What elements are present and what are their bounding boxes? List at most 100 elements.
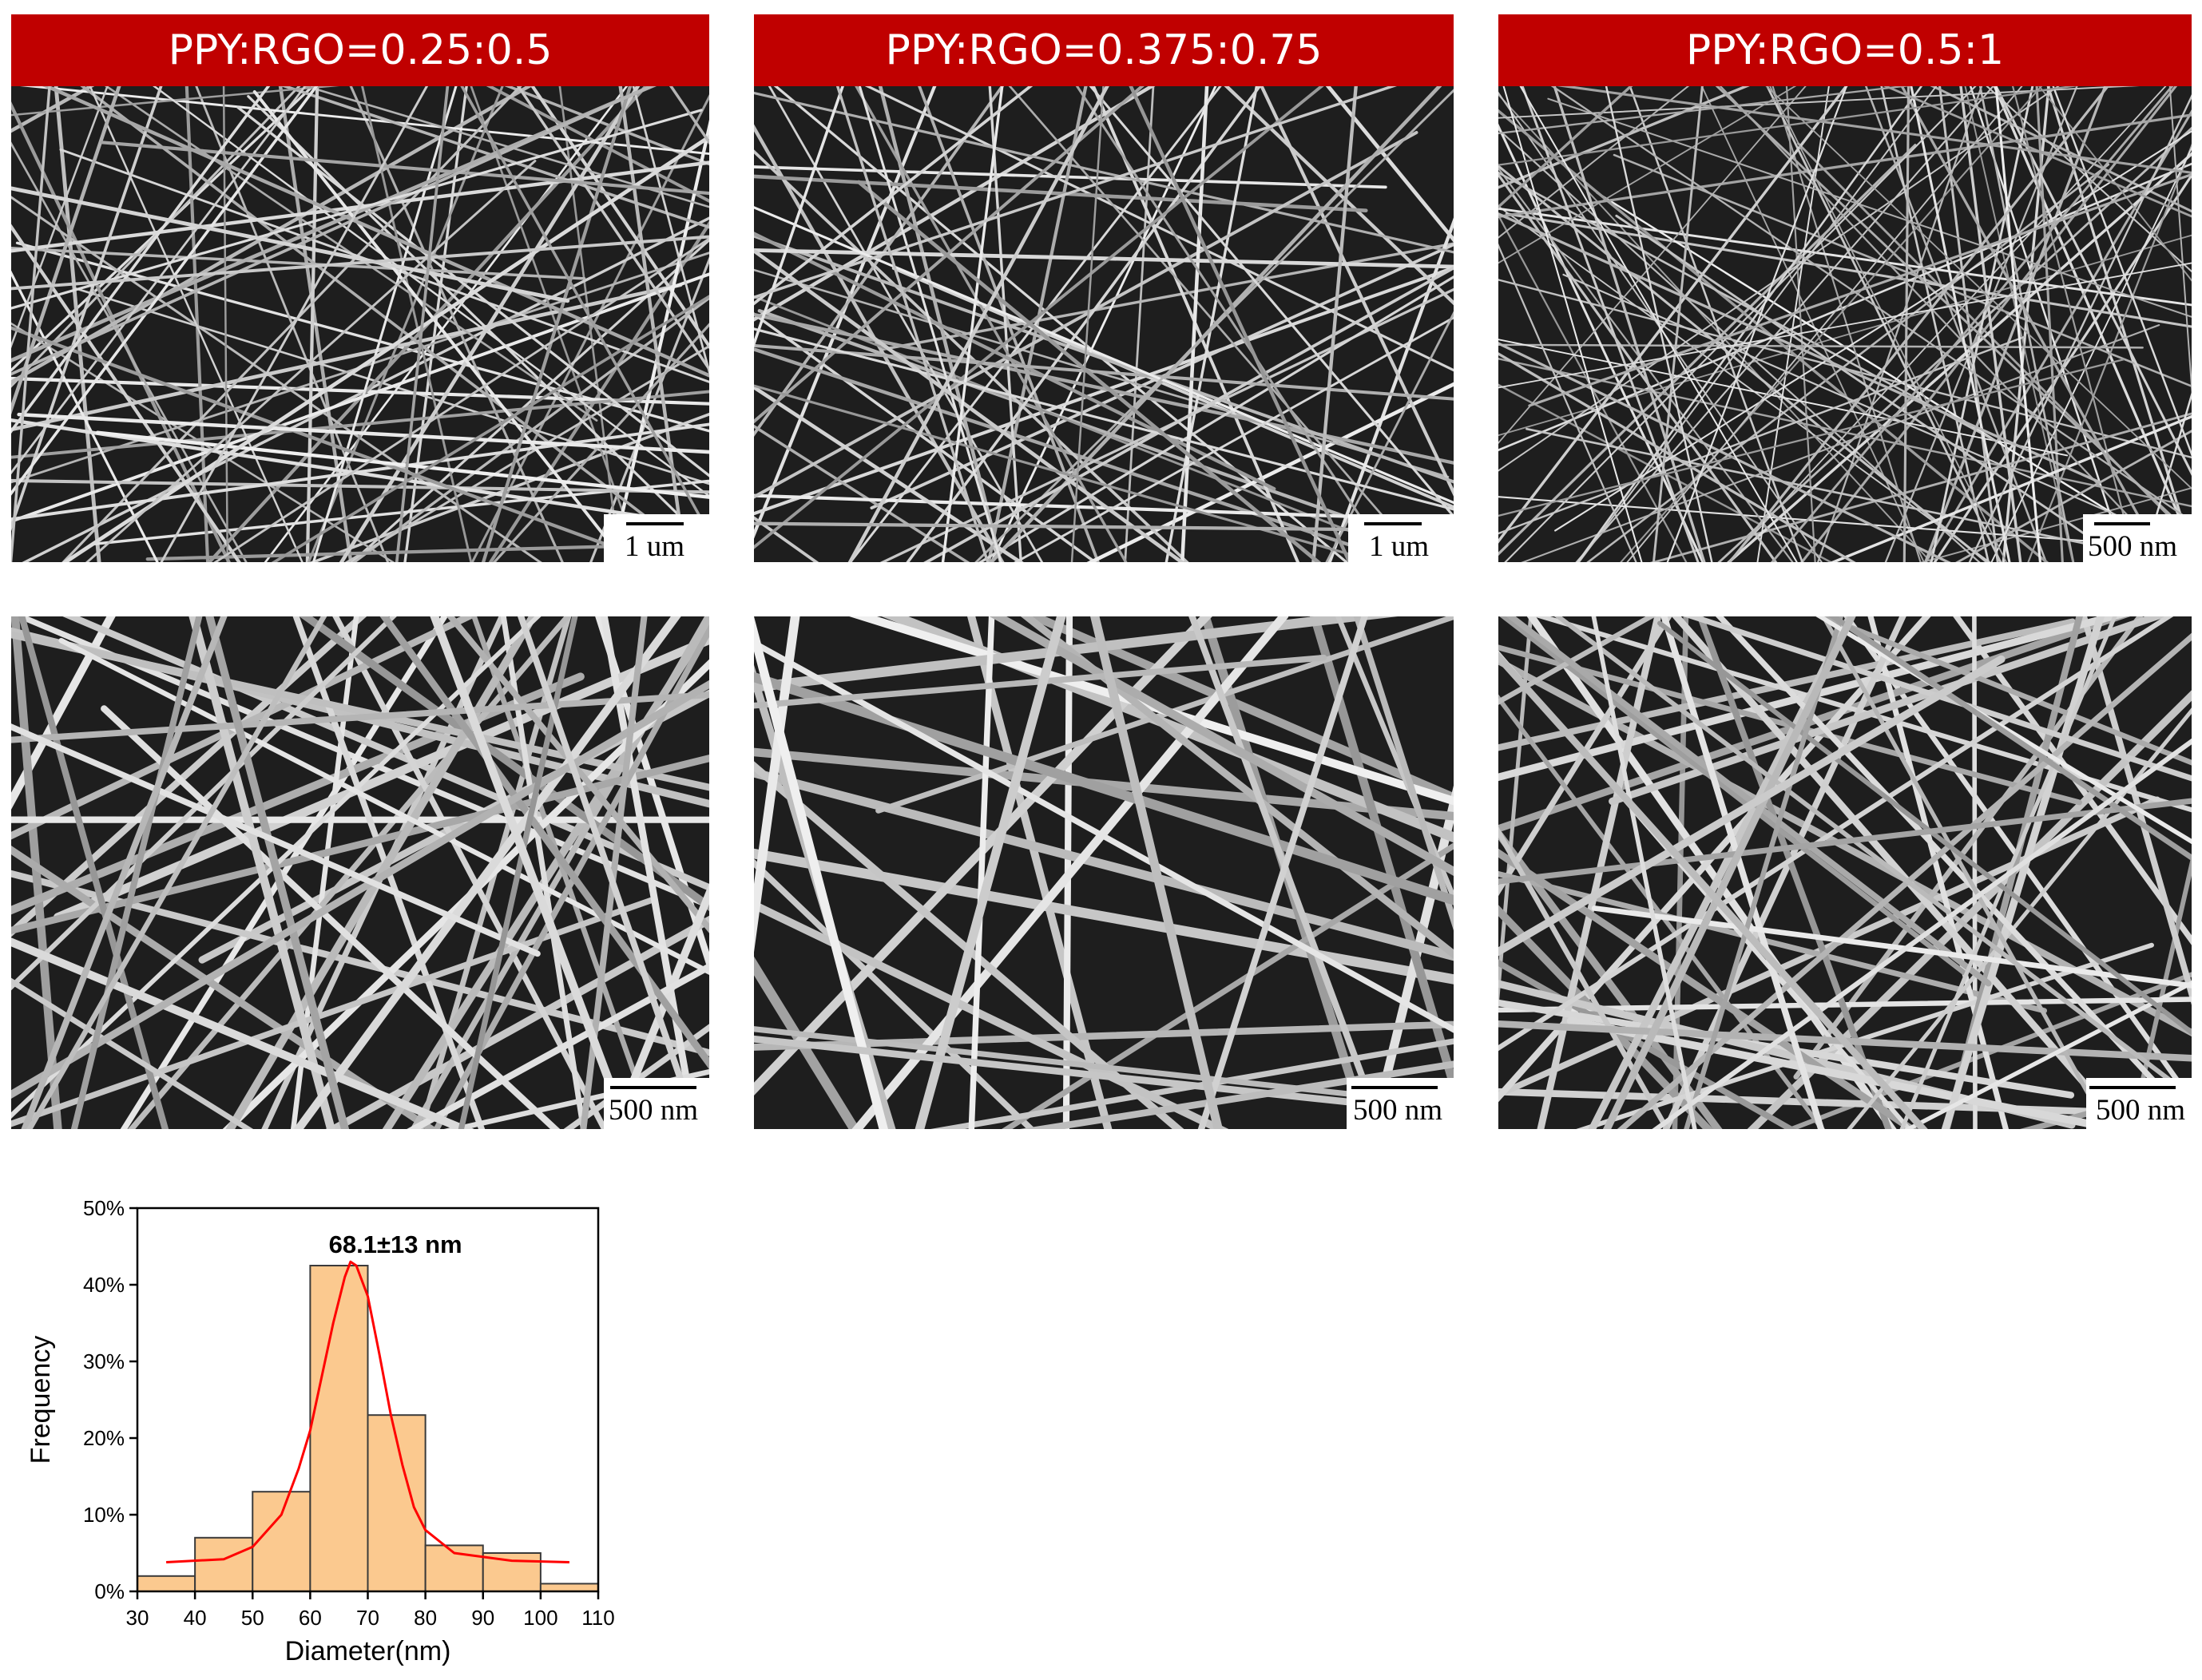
fiber (1588, 616, 1855, 1129)
fiber (1820, 616, 2111, 1129)
fiber (1498, 655, 2006, 957)
fiber (754, 761, 1184, 1129)
fiber (11, 870, 709, 1056)
fiber (754, 86, 844, 348)
fiber (1498, 905, 1714, 1129)
fiber (325, 915, 709, 1129)
fiber (1562, 273, 2192, 549)
fiber (11, 86, 109, 349)
fiber (600, 616, 700, 1129)
fiber (1553, 86, 1706, 562)
fiber (988, 86, 1022, 562)
fiber (754, 385, 1024, 562)
fiber (1325, 311, 1454, 562)
fiber (754, 493, 1454, 522)
fiber (1533, 616, 2192, 813)
fiber (1756, 86, 1830, 562)
scale-bar-line (1364, 522, 1422, 525)
fiber (1910, 86, 2011, 562)
fiber (1994, 86, 2041, 562)
fiber (1903, 981, 2192, 1129)
fiber (11, 937, 474, 1129)
fiber (1498, 1020, 2192, 1062)
fiber (754, 616, 1212, 1096)
fiber (1990, 146, 2192, 562)
fiber (754, 234, 1454, 484)
fiber (104, 86, 598, 422)
fiber (1930, 86, 2192, 213)
fiber (42, 86, 709, 378)
fiber (988, 86, 1442, 562)
fiber (486, 86, 709, 203)
fiber (1660, 616, 1825, 1129)
fiber (351, 296, 709, 562)
fiber (2168, 86, 2192, 397)
fiber (11, 101, 231, 562)
fiber (1180, 86, 1209, 562)
diameter-annotation: 68.1±13 nm (329, 1230, 462, 1258)
fiber (632, 86, 709, 376)
fiber (1880, 86, 1990, 562)
fiber (379, 616, 709, 1070)
scale-bar-3-top: 500 nm (2083, 514, 2192, 562)
fiber (754, 956, 860, 1129)
fiber (1547, 97, 2192, 318)
fiber (754, 900, 1229, 1129)
fiber (1502, 86, 1643, 562)
fiber (1770, 86, 2174, 562)
fiber (11, 186, 570, 303)
fiber (754, 616, 888, 1129)
fiber (754, 616, 800, 953)
fiber (481, 86, 633, 562)
fit-curve (166, 1260, 569, 1563)
fiber (11, 418, 709, 529)
fiber (1498, 172, 1778, 562)
fiber (1188, 616, 1386, 1129)
sem-image-1-bottom (11, 616, 709, 1129)
scale-bar-line (626, 522, 684, 525)
fiber (11, 86, 339, 117)
fiber (11, 755, 709, 934)
fiber (530, 86, 709, 350)
fiber (11, 86, 655, 376)
fiber (754, 86, 1005, 437)
scale-bar-label: 1 um (1369, 530, 1430, 563)
fiber (1498, 212, 2101, 484)
fiber (875, 616, 1454, 814)
sem-image-2-top (754, 86, 1454, 562)
fiber (95, 430, 709, 499)
fiber (1325, 86, 1454, 243)
fiber (1537, 616, 1662, 1129)
fiber (1498, 86, 1911, 135)
fiber (1498, 999, 2075, 1099)
histogram-bar (309, 1265, 369, 1592)
fiber (492, 323, 709, 562)
fiber (618, 86, 688, 562)
fiber (1498, 86, 1690, 239)
fiber (1504, 86, 1977, 562)
fiber (1662, 616, 1906, 1129)
fiber (1993, 86, 2192, 549)
fiber (1498, 167, 1794, 562)
fiber (11, 224, 241, 562)
x-tick-label: 30 (126, 1606, 149, 1630)
fiber (1829, 414, 2192, 562)
fiber (1521, 86, 1700, 562)
scale-bar-label: 500 nm (2088, 530, 2178, 563)
fiber (754, 616, 1399, 692)
fiber (1671, 616, 2129, 1129)
fiber (754, 165, 1387, 189)
fiber (11, 723, 541, 957)
histogram-bar (252, 1491, 311, 1593)
fiber (1785, 86, 1816, 562)
fiber (1498, 86, 1633, 209)
fiber (361, 86, 473, 562)
fiber (1164, 86, 1259, 562)
histogram-bar (194, 1536, 254, 1592)
fiber (989, 616, 1454, 877)
fiber (966, 616, 1113, 1129)
fiber (311, 86, 458, 562)
fiber (188, 616, 335, 1129)
scale-bar-line (1351, 1086, 1438, 1089)
fiber (1519, 86, 1798, 562)
